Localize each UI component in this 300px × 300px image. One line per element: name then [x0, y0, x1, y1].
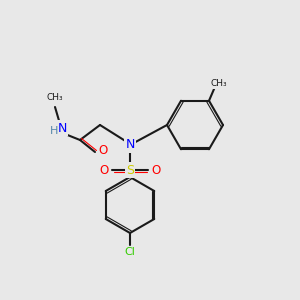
Text: S: S	[126, 164, 134, 176]
Text: H: H	[50, 126, 58, 136]
Text: CH₃: CH₃	[211, 79, 227, 88]
Text: O: O	[152, 164, 160, 176]
Text: O: O	[99, 164, 109, 176]
Text: Cl: Cl	[124, 247, 135, 257]
Text: O: O	[98, 143, 108, 157]
Text: N: N	[57, 122, 67, 134]
Text: CH₃: CH₃	[47, 92, 63, 101]
Text: N: N	[125, 139, 135, 152]
